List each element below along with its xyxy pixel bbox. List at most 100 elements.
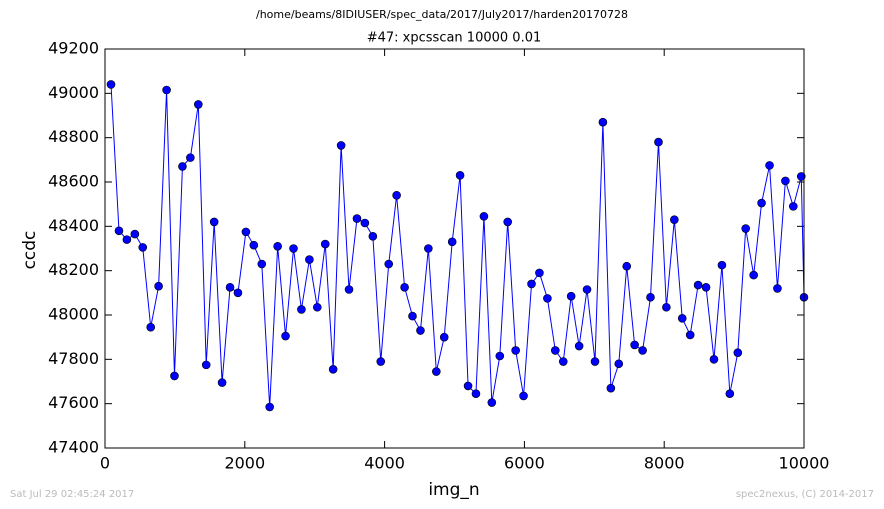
data-point <box>305 255 314 264</box>
data-point <box>693 280 703 290</box>
data-point <box>511 346 520 355</box>
data-point <box>106 80 116 89</box>
data-point <box>789 202 798 211</box>
data-point <box>265 402 274 412</box>
data-point <box>297 305 306 314</box>
data-point <box>701 282 711 292</box>
y-axis-label: ccdc <box>20 231 40 270</box>
data-point <box>225 282 235 292</box>
data-point <box>114 226 124 236</box>
data-point <box>408 311 417 321</box>
data-point <box>574 341 584 351</box>
data-point <box>130 229 140 239</box>
y-tick-label: 49200 <box>48 39 99 58</box>
data-point <box>257 259 267 269</box>
data-point <box>312 302 322 312</box>
data-point <box>289 244 298 253</box>
data-point <box>360 218 370 228</box>
data-point <box>757 198 766 208</box>
x-tick-label: 4000 <box>364 454 405 473</box>
data-point <box>495 351 505 361</box>
y-tick-label: 47800 <box>48 349 99 368</box>
data-point <box>733 348 743 357</box>
data-point <box>368 232 378 241</box>
data-point <box>392 191 401 200</box>
data-point <box>796 172 806 181</box>
data-point <box>749 270 758 280</box>
data-point <box>432 367 441 376</box>
data-point <box>543 294 552 303</box>
y-tick-label: 48800 <box>48 127 99 146</box>
data-point <box>209 217 219 227</box>
data-point <box>535 268 544 278</box>
data-point <box>178 162 187 171</box>
data-point <box>249 240 259 250</box>
y-tick-label: 48400 <box>48 216 99 235</box>
data-point <box>273 241 282 251</box>
data-point <box>241 227 251 237</box>
data-point <box>455 171 465 180</box>
chart-title: /home/beams/8IDIUSER/spec_data/2017/July… <box>256 8 628 21</box>
data-point <box>582 285 592 294</box>
data-point <box>344 285 354 294</box>
data-point <box>725 389 735 398</box>
data-point <box>336 141 346 150</box>
data-point <box>654 137 663 147</box>
data-point <box>773 284 782 293</box>
data-point <box>122 235 132 244</box>
data-point <box>709 355 719 364</box>
data-point <box>558 357 568 366</box>
data-point <box>328 365 338 374</box>
y-tick-label: 47400 <box>48 438 99 457</box>
data-point <box>146 322 156 332</box>
data-point <box>606 383 616 393</box>
data-point <box>424 244 433 253</box>
data-point <box>471 389 481 398</box>
data-point <box>400 282 409 292</box>
data-point <box>622 261 632 271</box>
data-point <box>662 302 671 312</box>
y-tick-label: 48000 <box>48 305 99 324</box>
data-point <box>479 212 489 221</box>
y-tick-label: 47600 <box>48 393 99 412</box>
data-point <box>281 331 290 341</box>
data-point <box>550 346 560 355</box>
data-point <box>201 360 211 370</box>
data-point <box>765 161 774 170</box>
x-tick-label: 10000 <box>779 454 830 473</box>
y-tick-label: 49000 <box>48 83 99 102</box>
data-point <box>154 281 163 291</box>
data-point <box>638 346 647 355</box>
data-point <box>670 215 679 224</box>
data-point <box>320 239 330 249</box>
data-point <box>590 357 600 366</box>
data-point <box>170 371 179 381</box>
x-tick-label: 8000 <box>644 454 685 473</box>
data-point <box>598 117 608 127</box>
data-point <box>503 217 512 227</box>
plot-frame <box>104 48 805 449</box>
y-tick-label: 48600 <box>48 172 99 191</box>
data-point <box>352 214 362 223</box>
y-tick-label: 48200 <box>48 260 99 279</box>
data-point <box>439 332 449 342</box>
data-point <box>416 326 425 335</box>
data-point <box>217 378 227 387</box>
footer-right: spec2nexus, (C) 2014-2017 <box>736 489 874 500</box>
data-point <box>376 357 386 366</box>
data-point <box>186 153 195 162</box>
data-point <box>614 359 624 369</box>
data-point <box>138 243 148 252</box>
data-point <box>384 259 394 269</box>
data-point <box>685 330 695 340</box>
data-point <box>194 100 203 109</box>
data-point <box>487 398 497 407</box>
data-point <box>646 292 655 302</box>
chart-subtitle: #47: xpcsscan 10000 0.01 <box>367 31 542 46</box>
footer-left: Sat Jul 29 02:45:24 2017 <box>10 489 134 500</box>
data-point <box>741 224 751 233</box>
data-point <box>233 288 243 298</box>
x-tick-label: 6000 <box>504 454 545 473</box>
data-point <box>677 314 687 323</box>
